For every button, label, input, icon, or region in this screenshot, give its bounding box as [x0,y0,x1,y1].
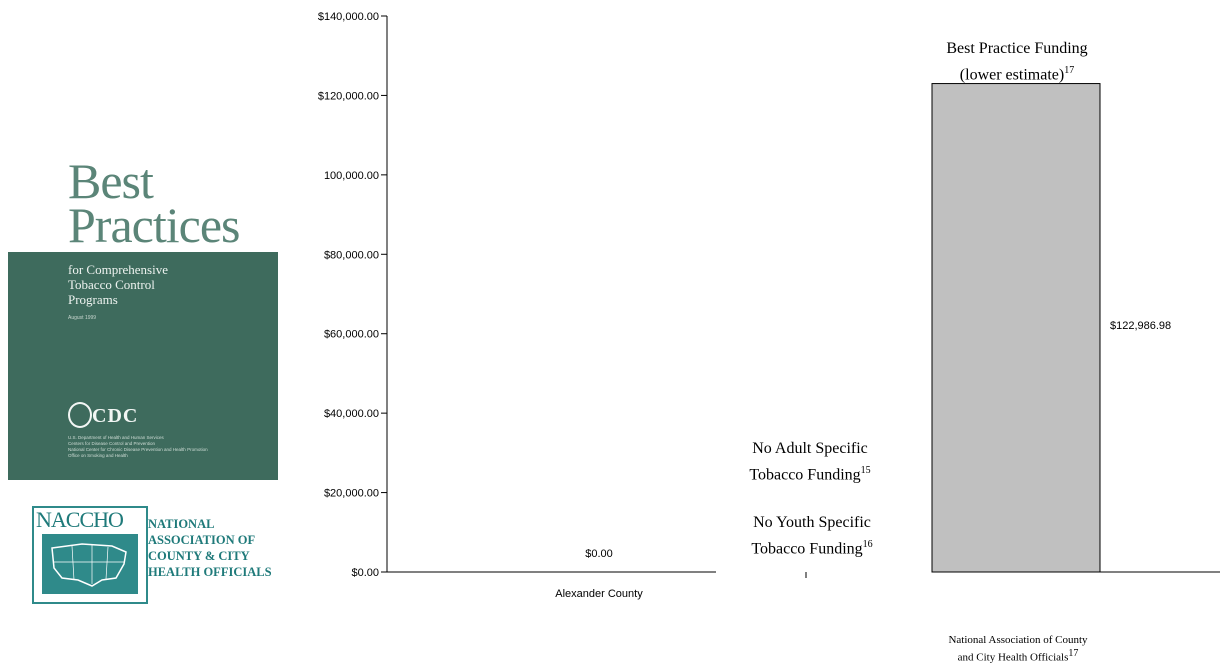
adult-note-footnote: 15 [860,465,871,476]
cover-agency: CDC [92,405,139,427]
cover-title-line2: Practices [68,197,240,253]
naccho-logo: NACCHO NATIONAL ASSOCIATION OF COUNTY & … [32,506,292,604]
cover-green-panel [8,252,278,480]
us-map-icon [42,534,138,594]
best-practice-annotation-line2: (lower estimate)17 [902,60,1132,86]
cover-date: August 1999 [68,315,97,321]
best-practice-annotation-line1: Best Practice Funding [946,40,1088,57]
naccho-abbr: NACCHO [36,507,124,532]
source-line1: National Association of County [948,634,1088,646]
naccho-logo-box: NACCHO [32,506,148,604]
best-practice-footnote: 17 [1064,65,1075,76]
naccho-name: NATIONAL ASSOCIATION OF COUNTY & CITY HE… [148,517,272,579]
y-tick-label: 100,000.00 [324,170,379,182]
source-text: and City Health Officials [957,651,1069,664]
bar-value-best-practice: $122,986.98 [1110,320,1171,332]
y-tick-label: $60,000.00 [324,329,379,341]
cover-subtitle: for Comprehensive Tobacco Control Progra… [68,262,169,307]
y-tick-label: $120,000.00 [318,90,379,102]
source-label: National Association of County and City … [900,634,1136,665]
bar-1 [931,83,1101,573]
best-practices-cover: Best Practices for Comprehensive Tobacco… [8,150,278,480]
adult-note-text: Tobacco Funding [749,466,861,484]
bars [931,83,1101,573]
cover-title-line1: Best [68,153,154,209]
best-practice-annotation: Best Practice Funding (lower estimate)17 [902,38,1132,86]
adult-note-line1: No Adult Specific [752,440,868,457]
youth-note-text: Tobacco Funding [751,540,863,558]
adult-note-line2: Tobacco Funding15 [710,460,910,486]
cdc-logo-icon [68,402,92,428]
youth-note-line2: Tobacco Funding16 [712,534,912,560]
y-tick-label: $140,000.00 [318,11,379,23]
cover-fine-print: U.S. Department of Health and Human Serv… [68,435,208,458]
youth-funding-note: No Youth Specific Tobacco Funding16 [712,512,912,560]
y-tick-label: $80,000.00 [324,249,379,261]
source-line2: and City Health Officials17 [900,647,1136,665]
bar-value-alexander: $0.00 [585,548,613,560]
y-tick-label: $20,000.00 [324,488,379,500]
y-tick-labels: $140,000.00 $120,000.00 100,000.00 $80,000.… [318,11,387,579]
source-footnote: 17 [1068,648,1079,659]
youth-note-footnote: 16 [862,539,873,550]
x-tick-label-alexander: Alexander County [555,588,643,600]
y-tick-label: $40,000.00 [324,408,379,420]
y-tick-label: $0.00 [351,567,379,579]
best-practice-annotation-text: (lower estimate) [959,66,1065,84]
adult-funding-note: No Adult Specific Tobacco Funding15 [710,438,910,486]
youth-note-line1: No Youth Specific [753,514,871,531]
